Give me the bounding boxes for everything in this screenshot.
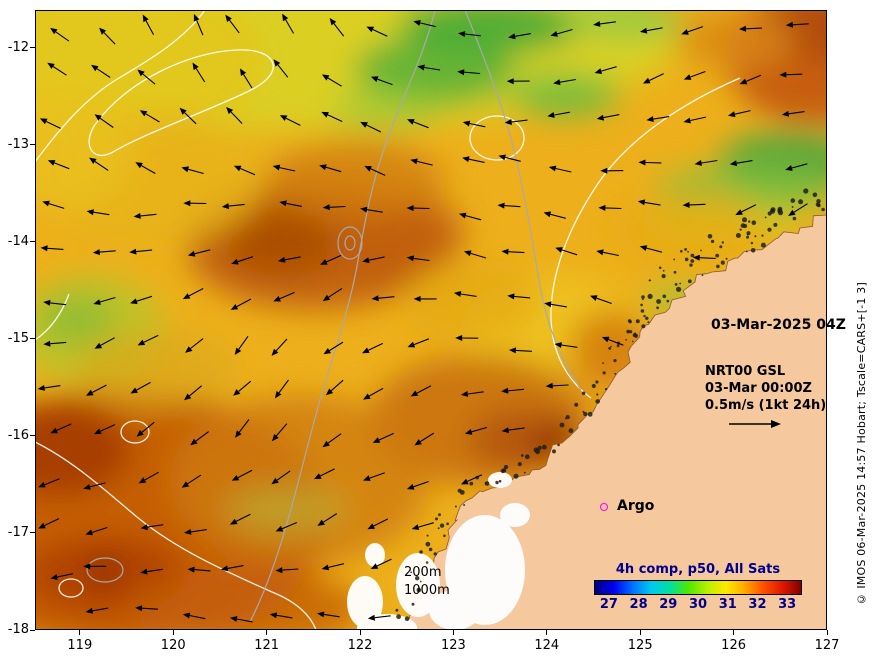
colorbar-tick-label: 32	[748, 597, 767, 612]
y-tick-mark	[30, 629, 35, 631]
x-tick-label: 125	[627, 638, 653, 653]
colorbar-tick-label: 28	[629, 597, 648, 612]
y-tick-label: -14	[7, 233, 29, 249]
y-tick-mark	[30, 532, 35, 534]
x-tick-mark	[79, 630, 81, 635]
y-tick-mark	[30, 47, 35, 49]
y-tick-mark	[30, 144, 35, 146]
y-tick-label: -13	[7, 136, 29, 152]
colorbar-tick-label: 29	[659, 597, 678, 612]
y-tick-mark	[30, 338, 35, 340]
x-tick-mark	[639, 630, 641, 635]
sst-temperature-field	[35, 10, 827, 630]
colorbar-tick-labels: 27 28 29 30 31 32 33	[594, 597, 802, 612]
y-tick-label: -12	[7, 39, 29, 55]
colorbar-tick-label: 27	[599, 597, 618, 612]
x-tick-label: 121	[254, 638, 280, 653]
y-tick-label: -17	[7, 524, 29, 540]
current-scale-label: 0.5m/s (1kt 24h)	[705, 398, 827, 413]
x-tick-mark	[826, 630, 828, 635]
x-tick-label: 126	[721, 638, 746, 653]
colorbar-title: 4h comp, p50, All Sats	[615, 562, 781, 577]
current-vector-arrows	[37, 13, 809, 623]
x-tick-mark	[266, 630, 268, 635]
credit-text: © IMOS 06-Mar-2025 14:57 Hobart; Tscale=…	[855, 282, 868, 606]
isobath-200m-label: 200m	[404, 565, 442, 580]
y-tick-label: -15	[7, 330, 29, 346]
colorbar-tick-label: 30	[688, 597, 708, 612]
x-tick-mark	[359, 630, 361, 635]
x-tick-label: 120	[160, 638, 186, 653]
isobath-1000m-label: 1000m	[404, 583, 450, 598]
colorbar-tick-label: 33	[778, 597, 797, 612]
bathymetry-contours	[86, 10, 582, 623]
y-tick-label: -18	[7, 622, 29, 637]
coastal-islands	[395, 188, 825, 621]
map-plot-area	[35, 10, 827, 630]
x-tick-label: 122	[347, 638, 373, 653]
current-source-label: NRT00 GSL	[705, 364, 786, 379]
y-tick-mark	[30, 241, 35, 243]
argo-label: Argo	[617, 498, 655, 514]
x-tick-mark	[452, 630, 454, 635]
scale-arrow-icon	[729, 420, 781, 428]
x-tick-label: 124	[534, 638, 560, 653]
sst-map-canvas	[35, 10, 827, 630]
x-tick-mark	[733, 630, 735, 635]
x-tick-mark	[546, 630, 548, 635]
x-tick-label: 119	[67, 638, 93, 653]
x-tick-label: 123	[440, 638, 466, 653]
colorbar-gradient	[594, 580, 802, 595]
analysis-timestamp: 03-Mar-2025 04Z	[711, 317, 846, 333]
current-time-label: 03-Mar 00:00Z	[705, 381, 812, 396]
argo-float-marker	[600, 503, 608, 511]
plot-frame	[35, 10, 827, 630]
y-tick-mark	[30, 435, 35, 437]
y-tick-label: -16	[7, 427, 29, 443]
x-tick-label: 127	[814, 638, 840, 653]
x-tick-mark	[172, 630, 174, 635]
colorbar-tick-label: 31	[718, 597, 737, 612]
colorbar: 4h comp, p50, All Sats 27 28 29 30 31 32 33	[594, 562, 802, 612]
